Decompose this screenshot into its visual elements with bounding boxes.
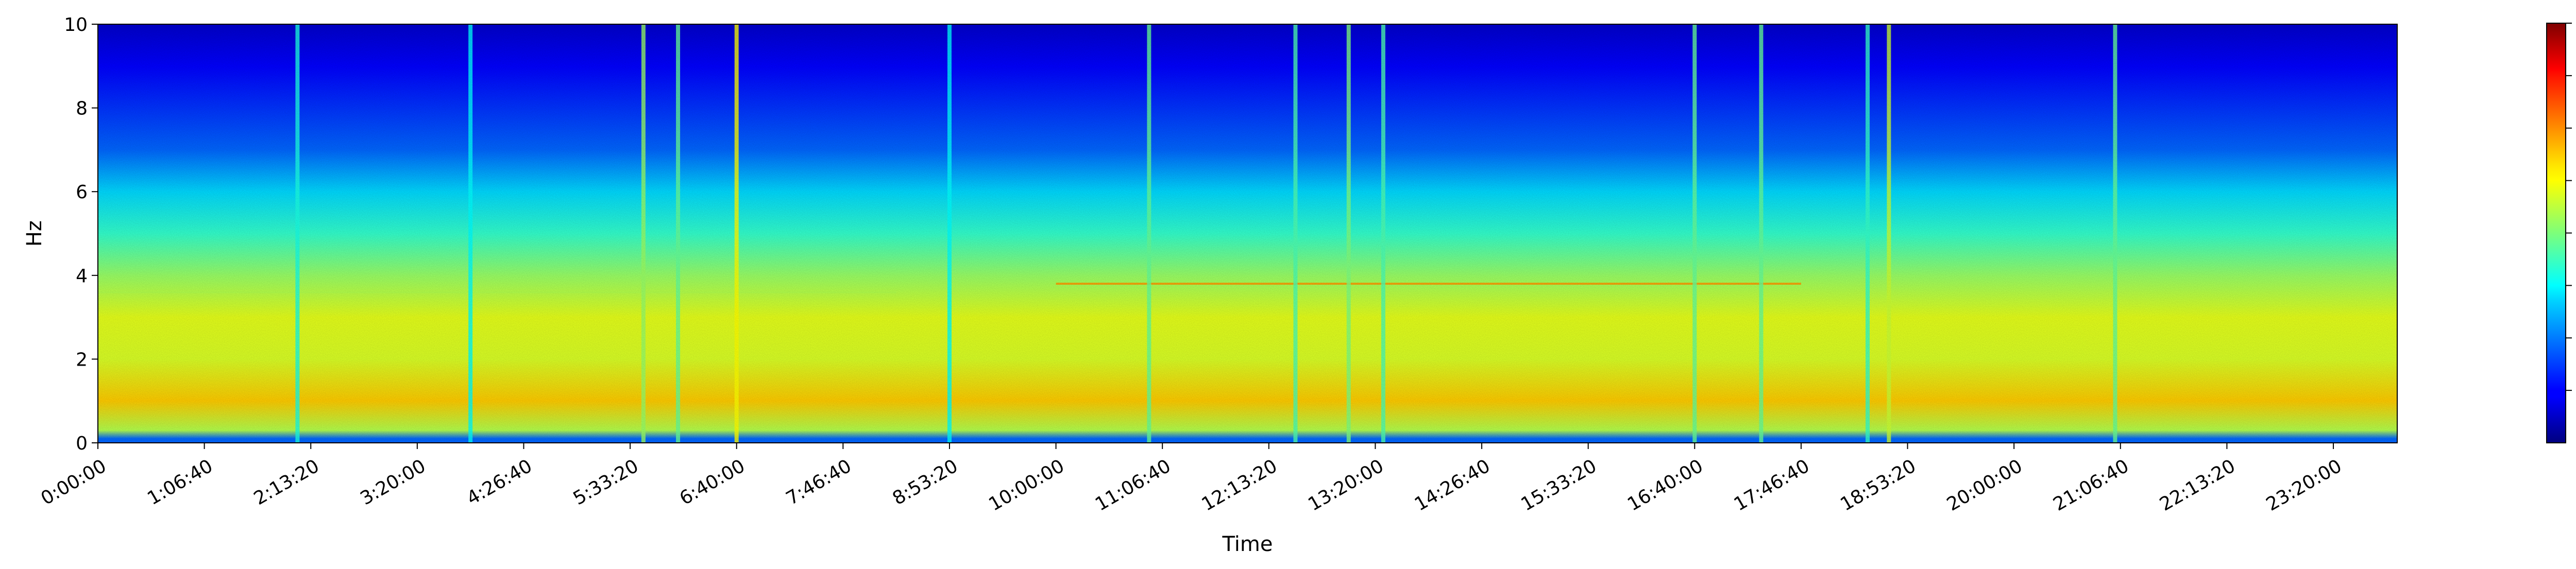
x-tick-label: 0:00:00 [38,455,110,509]
y-tick-label: 10 [64,14,88,36]
x-tick-label: 8:53:20 [889,455,962,509]
x-tick-label: 6:40:00 [676,455,749,509]
x-tick-label: 7:46:40 [783,455,855,509]
x-axis-label: Time [1222,532,1273,556]
y-tick-label: 8 [76,98,88,119]
x-tick-label: 11:06:40 [1092,455,1175,515]
colorbar-gradient [2547,23,2566,443]
x-tick-label: 23:20:00 [2263,455,2346,515]
x-tick-label: 22:13:20 [2156,455,2239,515]
spectrogram-noise-texture [98,24,2397,443]
x-tick-label: 1:06:40 [144,455,216,509]
x-tick-label: 10:00:00 [985,455,1068,515]
y-tick-label: 6 [76,182,88,203]
x-tick-label: 17:46:40 [1731,455,1814,515]
y-tick-label: 4 [76,266,88,287]
colorbar-ticks: +0 dB-10 dB-20 dB-30 dB-40 dB-50 dB-60 d… [2566,23,2572,391]
x-axis: 0:00:00 1:06:40 2:13:20 3:20:00 4:26:40 5:33:… [38,443,2346,515]
plot-area [98,24,2397,443]
x-tick-label: 5:33:20 [570,455,642,509]
x-tick-label: 15:33:20 [1517,455,1600,515]
x-tick-label: 3:20:00 [357,455,429,509]
x-tick-label: 12:13:20 [1198,455,1281,515]
y-tick-label: 2 [76,349,88,370]
x-tick-label: 18:53:20 [1837,455,1920,515]
x-tick-label: 2:13:20 [250,455,323,509]
x-tick-label: 14:26:40 [1411,455,1494,515]
x-tick-label: 20:00:00 [1943,455,2026,515]
y-axis: 0 2 4 6 8 10 [64,14,98,454]
plot-frame [97,24,2398,443]
x-tick-label: 13:20:00 [1304,455,1387,515]
colorbar: +0 dB-10 dB-20 dB-30 dB-40 dB-50 dB-60 d… [2546,23,2572,443]
x-tick-label: 4:26:40 [463,455,536,509]
y-axis-label: Hz [23,220,46,247]
x-tick-label: 21:06:40 [2050,455,2133,515]
y-tick-label: 0 [76,433,88,454]
x-tick-label: 16:40:00 [1624,455,1707,515]
